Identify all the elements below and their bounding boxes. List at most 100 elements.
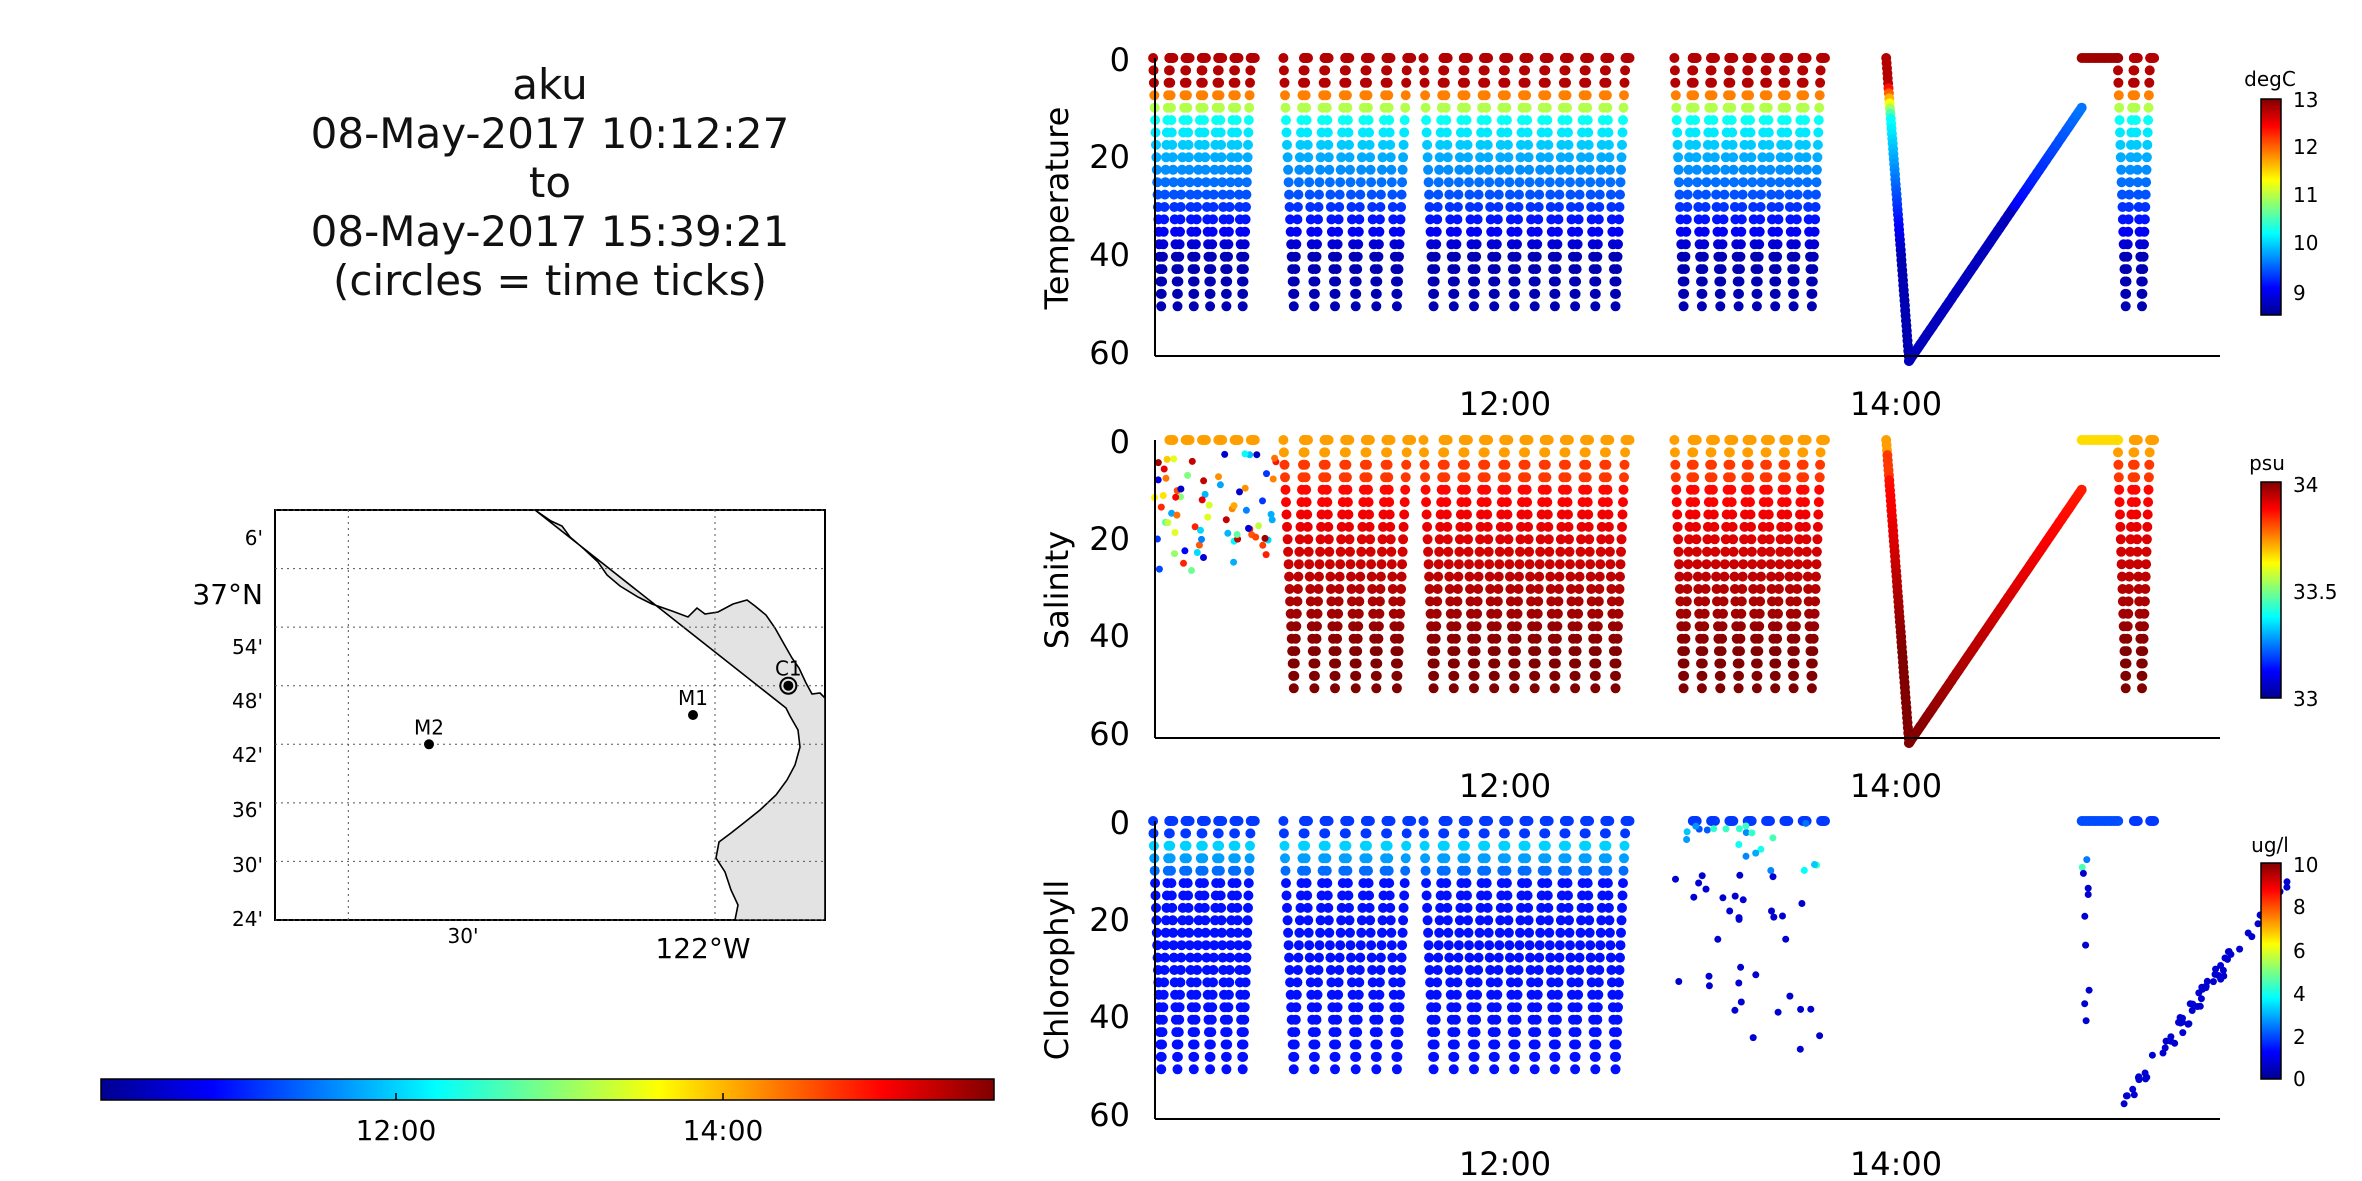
profile-point bbox=[1808, 646, 1819, 657]
y-tick-label: 40 bbox=[1089, 236, 1130, 274]
profile-point bbox=[1151, 927, 1162, 938]
profile-point bbox=[1156, 1051, 1167, 1062]
profile-point bbox=[1394, 251, 1404, 262]
profile-point bbox=[1440, 484, 1451, 495]
profile-point bbox=[1573, 226, 1584, 237]
profile-point bbox=[1689, 472, 1700, 483]
profile-point bbox=[1495, 902, 1506, 913]
profile-point bbox=[1184, 164, 1195, 175]
profile-point bbox=[1438, 53, 1449, 63]
profile-point bbox=[1809, 239, 1820, 250]
profile-point bbox=[1490, 276, 1501, 287]
profile-point bbox=[1157, 264, 1168, 275]
profile-point bbox=[1580, 435, 1591, 445]
profile-point bbox=[1352, 1014, 1363, 1025]
profile-point bbox=[1450, 264, 1461, 275]
profile-point bbox=[1429, 276, 1440, 287]
profile-point bbox=[1764, 534, 1775, 545]
profile-point bbox=[1727, 509, 1738, 520]
profile-point bbox=[1216, 152, 1227, 163]
profile-point bbox=[1687, 53, 1698, 63]
profile-point bbox=[1164, 65, 1175, 76]
profile-point bbox=[1562, 102, 1572, 113]
profile-point bbox=[1333, 608, 1344, 619]
profile-point bbox=[1682, 584, 1693, 594]
profile-point bbox=[1553, 596, 1564, 607]
profile-point bbox=[1342, 115, 1353, 126]
profile-point bbox=[1690, 127, 1701, 138]
profile-point bbox=[1191, 226, 1202, 237]
profile-point bbox=[1561, 472, 1572, 483]
profile-point bbox=[1737, 202, 1748, 212]
scatter-point bbox=[1230, 558, 1238, 566]
profile-point bbox=[1603, 509, 1614, 520]
deployment-title: aku bbox=[512, 60, 588, 109]
scatter-point bbox=[1172, 493, 1180, 501]
profile-point bbox=[1351, 670, 1362, 681]
profile-point bbox=[2130, 90, 2141, 101]
profile-point bbox=[1222, 264, 1233, 275]
profile-point bbox=[1209, 940, 1220, 951]
scatter-point bbox=[2120, 1100, 2128, 1108]
lat-tick-label: 54' bbox=[232, 635, 263, 659]
profile-point bbox=[1564, 546, 1575, 557]
profile-point bbox=[1361, 828, 1372, 839]
profile-point bbox=[1591, 1027, 1602, 1038]
profile-point bbox=[1440, 865, 1451, 876]
profile-point bbox=[1301, 102, 1312, 113]
profile-point bbox=[1377, 152, 1388, 163]
profile-point bbox=[1590, 301, 1601, 312]
profile-point bbox=[1539, 816, 1550, 826]
profile-point bbox=[1774, 189, 1785, 200]
profile-point bbox=[1566, 596, 1577, 607]
profile-point bbox=[1798, 447, 1809, 458]
profile-point bbox=[1223, 1014, 1233, 1025]
profile-point bbox=[1301, 878, 1312, 889]
profile-point bbox=[1333, 596, 1344, 607]
profile-point bbox=[1535, 152, 1546, 163]
profile-point bbox=[1242, 915, 1253, 926]
profile-point bbox=[1489, 288, 1500, 299]
profile-point bbox=[1540, 77, 1551, 88]
profile-point bbox=[1282, 152, 1293, 163]
profile-point bbox=[1449, 670, 1460, 681]
profile-point bbox=[1580, 53, 1591, 63]
profile-point bbox=[1472, 596, 1483, 607]
profile-point bbox=[1231, 102, 1242, 113]
profile-point bbox=[1789, 288, 1799, 299]
profile-point bbox=[1231, 865, 1242, 876]
profile-point bbox=[1504, 177, 1515, 188]
profile-point bbox=[1800, 127, 1811, 138]
profile-point bbox=[1311, 251, 1322, 262]
profile-point bbox=[1611, 1051, 1621, 1062]
profile-point bbox=[1474, 940, 1485, 951]
profile-point bbox=[1810, 584, 1821, 594]
profile-point bbox=[1710, 546, 1721, 557]
lat-tick-label: 30' bbox=[232, 853, 263, 877]
profile-point bbox=[1515, 546, 1525, 557]
profile-point bbox=[1706, 435, 1717, 445]
scatter-point bbox=[1800, 866, 1808, 874]
profile-point bbox=[1615, 940, 1626, 951]
profile-point bbox=[1464, 189, 1475, 200]
profile-point bbox=[1815, 447, 1826, 458]
profile-point bbox=[1313, 977, 1323, 988]
profile-point bbox=[1382, 459, 1393, 470]
scatter-point bbox=[1811, 861, 1818, 868]
profile-point bbox=[1351, 1051, 1362, 1062]
profile-point bbox=[1799, 484, 1810, 495]
profile-point bbox=[1326, 977, 1337, 988]
profile-point bbox=[1365, 534, 1376, 545]
profile-point bbox=[1344, 534, 1355, 545]
profile-point bbox=[1800, 139, 1811, 150]
profile-point bbox=[1208, 965, 1219, 975]
profile-point bbox=[1167, 139, 1178, 150]
profile-point bbox=[1766, 584, 1777, 594]
profile-point bbox=[1397, 546, 1408, 557]
profile-point bbox=[1801, 164, 1812, 175]
profile-point bbox=[1534, 940, 1545, 951]
profile-point bbox=[1802, 559, 1813, 570]
lon-tick-label: 122°W bbox=[655, 932, 750, 965]
profile-point bbox=[1375, 965, 1386, 975]
profile-point bbox=[1399, 890, 1410, 901]
